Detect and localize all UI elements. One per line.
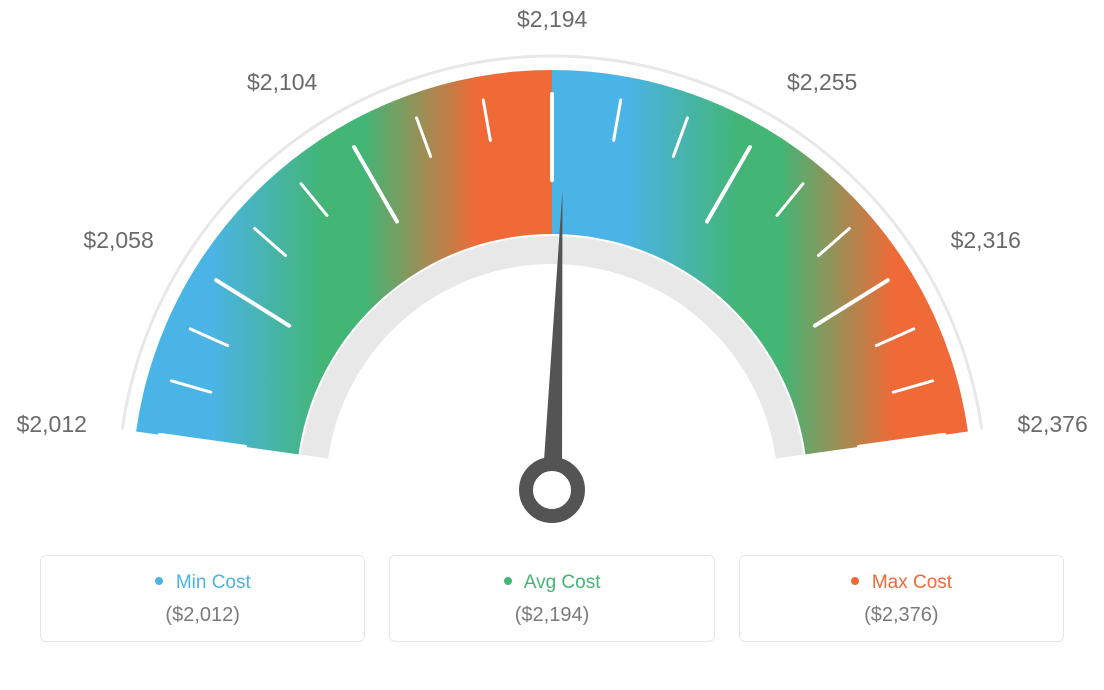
gauge-chart: $2,012 $2,058 $2,104 $2,194 $2,255 $2,316 $2,3…: [0, 0, 1104, 530]
summary-cards: Min Cost ($2,012) Avg Cost ($2,194) Max …: [40, 555, 1064, 642]
min-cost-card: Min Cost ($2,012): [40, 555, 365, 642]
max-cost-card: Max Cost ($2,376): [739, 555, 1064, 642]
gauge-tick-label: $2,194: [517, 6, 587, 33]
avg-cost-title: Avg Cost: [390, 572, 713, 594]
max-cost-label: Max Cost: [872, 572, 952, 593]
gauge-svg: [0, 0, 1104, 530]
max-cost-title: Max Cost: [740, 572, 1063, 594]
avg-cost-card: Avg Cost ($2,194): [389, 555, 714, 642]
gauge-tick-label: $2,255: [787, 69, 857, 96]
cost-gauge-container: $2,012 $2,058 $2,104 $2,194 $2,255 $2,316 $2,3…: [0, 0, 1104, 690]
gauge-tick-label: $2,316: [951, 227, 1021, 254]
avg-cost-label: Avg Cost: [524, 572, 601, 593]
min-cost-label: Min Cost: [176, 572, 251, 593]
min-cost-title: Min Cost: [41, 572, 364, 594]
max-dot-icon: [851, 577, 859, 585]
gauge-tick-label: $2,058: [83, 227, 153, 254]
min-cost-value: ($2,012): [41, 604, 364, 627]
avg-cost-value: ($2,194): [390, 604, 713, 627]
min-dot-icon: [155, 577, 163, 585]
gauge-tick-label: $2,376: [1017, 411, 1087, 438]
gauge-tick-label: $2,104: [247, 69, 317, 96]
max-cost-value: ($2,376): [740, 604, 1063, 627]
gauge-tick-label: $2,012: [17, 411, 87, 438]
avg-dot-icon: [504, 577, 512, 585]
